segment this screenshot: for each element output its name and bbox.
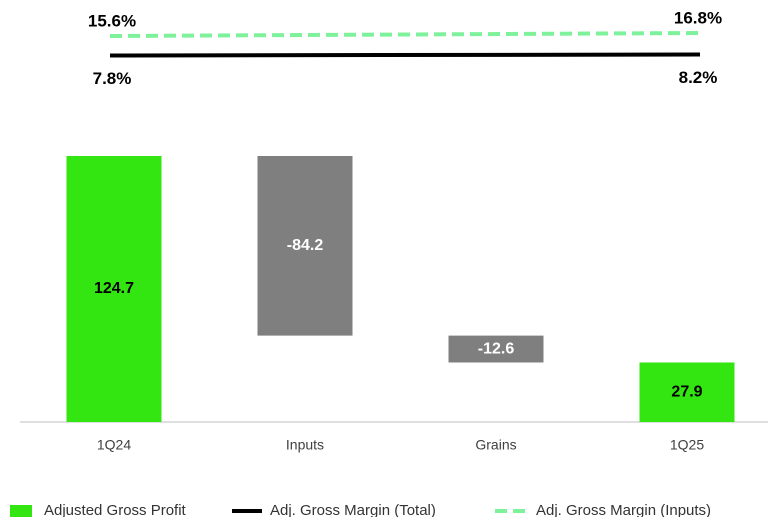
bar (66, 156, 162, 422)
margin-label: 15.6% (88, 11, 136, 30)
bar-value-label: 27.9 (671, 383, 702, 400)
x-tick-label: Inputs (286, 437, 324, 453)
legend-label: Adj. Gross Margin (Inputs) (536, 502, 711, 517)
bar-value-label: 124.7 (94, 280, 134, 297)
bar-value-label: -84.2 (287, 237, 324, 254)
bar (639, 362, 735, 422)
x-tick-label: 1Q24 (97, 437, 131, 453)
legend-label: Adj. Gross Margin (Total) (270, 502, 436, 517)
bar (257, 156, 353, 336)
legend-label: Adjusted Gross Profit (44, 502, 187, 517)
margin-label: 16.8% (674, 8, 722, 27)
margin-label: 7.8% (93, 69, 132, 88)
legend-swatch (10, 505, 32, 517)
margin-label: 8.2% (679, 68, 718, 87)
bar (448, 335, 544, 363)
bar-value-label: -12.6 (478, 340, 515, 357)
margin-line (109, 52, 701, 58)
x-tick-label: 1Q25 (670, 437, 704, 453)
margin-line (109, 31, 701, 38)
x-tick-label: Grains (475, 437, 516, 453)
